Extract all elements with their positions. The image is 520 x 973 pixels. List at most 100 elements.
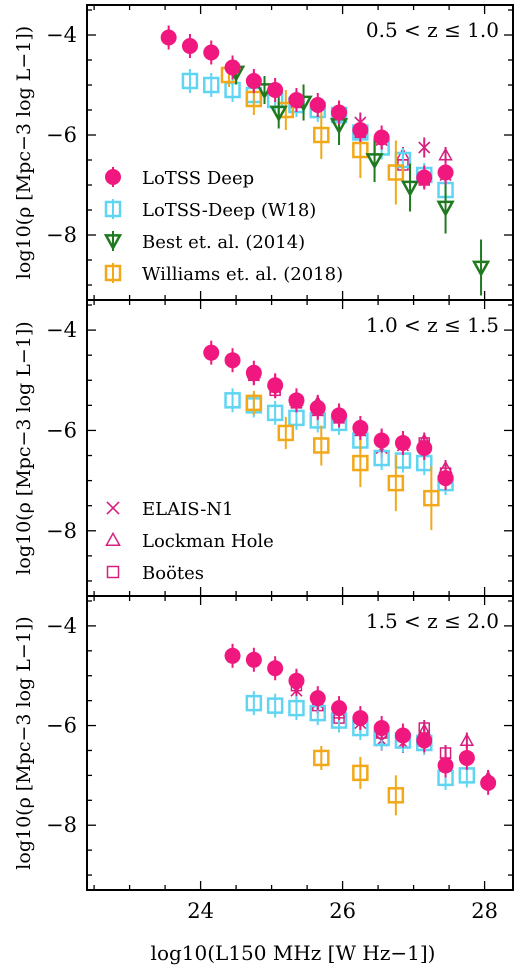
y-tick-label: −8 [46, 813, 77, 837]
williams-point [387, 474, 405, 492]
lotss-deep-point [331, 700, 348, 717]
lotss-deep-point [267, 82, 284, 98]
x-tick-label: 24 [187, 899, 214, 923]
lotss-deep-point [245, 364, 262, 381]
williams-point [313, 126, 330, 144]
elais-point [418, 141, 431, 154]
y-tick-label: −4 [46, 23, 77, 47]
lotss-deep-point [203, 44, 220, 61]
legend-label: Williams et. al. (2018) [142, 264, 343, 285]
w18-point [245, 694, 263, 712]
lotss-deep-point [224, 647, 241, 664]
lotss-deep-point [245, 73, 262, 89]
best-point [269, 105, 288, 123]
y-tick-label: −6 [46, 418, 77, 442]
lotss-deep-point [203, 344, 220, 361]
y-tick-label: −4 [46, 318, 77, 342]
lotss-deep-point [394, 434, 411, 451]
y-axis-label: log10(ρ [Mpc−3 log L−1]) [13, 616, 35, 869]
y-axis-label: log10(ρ [Mpc−3 log L−1]) [13, 26, 35, 279]
williams-point [352, 141, 369, 159]
legend-marker [104, 200, 122, 218]
lotss-deep-point [437, 470, 454, 487]
x-tick-label: 26 [329, 899, 356, 923]
lotss-deep-point [352, 122, 369, 138]
lotss-deep-point [416, 440, 433, 456]
panel-frame [86, 595, 514, 891]
lotss-deep-point [373, 129, 390, 146]
y-tick-label: −6 [46, 714, 77, 738]
best-point [365, 153, 384, 170]
x-axis-label: log10(L150 MHz [W Hz−1]) [151, 941, 436, 965]
lotss-deep-point [480, 774, 497, 791]
w18-point [266, 697, 284, 714]
best-point [436, 200, 455, 218]
panels-group: −4 −6 −8 log10(ρ [Mpc−3 log L−1]) 0.5 < z ≤ … [13, 4, 514, 923]
lotss-deep-point [288, 672, 305, 689]
best-point [400, 180, 420, 198]
panel-3: −4 −6 −8 24 26 28 log10(ρ [Mpc−3 log L−1]) 1.5 … [13, 595, 514, 923]
lotss-deep-point [181, 38, 198, 54]
legend-marker [106, 565, 120, 579]
lotss-deep-point [352, 419, 369, 436]
lotss-deep-point [437, 164, 454, 181]
williams-point [352, 454, 369, 472]
lotss-deep-point [267, 660, 284, 677]
legend-label: LoTSS-Deep (W18) [142, 200, 316, 221]
w18-point [224, 392, 241, 409]
legend-label: Lockman Hole [142, 531, 274, 552]
y-axis-label: log10(ρ [Mpc−3 log L−1]) [13, 321, 35, 574]
y-tick-label: −8 [46, 223, 77, 247]
lotss-deep-point [373, 720, 390, 737]
lotss-deep-point [224, 352, 241, 369]
williams-point [423, 489, 440, 507]
redshift-label: 1.5 < z ≤ 2.0 [366, 609, 499, 633]
lockman-point [438, 147, 453, 161]
lotss-deep-point [160, 29, 177, 46]
panel-frame [86, 4, 514, 301]
lotss-deep-point [352, 710, 369, 727]
redshift-label: 0.5 < z ≤ 1.0 [366, 18, 499, 42]
williams-point [245, 394, 263, 412]
lotss-deep-point [309, 97, 326, 113]
lotss-deep-point [245, 651, 262, 668]
williams-point [313, 437, 330, 454]
lotss-deep-point [331, 407, 348, 424]
best-point [471, 260, 491, 278]
legend-label: LoTSS Deep [142, 168, 254, 189]
y-tick-label: −6 [46, 123, 77, 147]
x-tick-label: 28 [471, 899, 498, 923]
lotss-deep-point [288, 92, 305, 108]
williams-point [277, 424, 295, 442]
w18-point [181, 72, 199, 90]
y-tick-label: −8 [46, 519, 77, 543]
lotss-deep-point [416, 169, 433, 186]
legend-marker [106, 501, 120, 515]
y-tick-label: −4 [46, 614, 77, 638]
lotss-deep-point [416, 732, 433, 749]
lotss-deep-point [458, 749, 475, 766]
williams-point [352, 764, 369, 782]
lotss-deep-point [394, 727, 411, 744]
legend-label: Best et. al. (2014) [142, 232, 305, 253]
w18-point [288, 699, 305, 717]
lotss-deep-point [437, 757, 454, 774]
lotss-deep-point [224, 59, 241, 76]
redshift-label: 1.0 < z ≤ 1.5 [366, 313, 499, 337]
legend-marker [105, 531, 121, 547]
lotss-deep-point [331, 104, 348, 121]
williams-point [387, 164, 405, 181]
lotss-deep-point [309, 399, 326, 416]
legend-label: Boötes [142, 563, 204, 584]
lockman-point [459, 732, 475, 747]
legend-marker [105, 169, 121, 185]
panel-1: −4 −6 −8 log10(ρ [Mpc−3 log L−1]) 0.5 < z ≤ … [13, 4, 514, 301]
williams-point [387, 787, 405, 804]
lotss-deep-point [373, 432, 390, 449]
williams-point [313, 749, 330, 767]
panel-2: −4 −6 −8 log10(ρ [Mpc−3 log L−1]) 1.0 < z ≤ … [13, 299, 514, 597]
legend-marker [103, 234, 123, 251]
w18-point [266, 404, 284, 422]
lotss-deep-point [288, 392, 305, 409]
